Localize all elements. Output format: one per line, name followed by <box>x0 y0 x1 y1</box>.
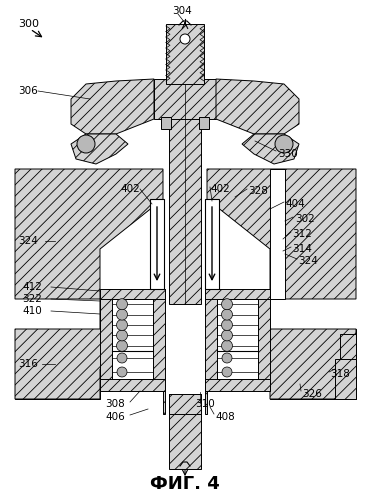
Text: 326: 326 <box>302 389 322 399</box>
Circle shape <box>116 340 128 351</box>
Bar <box>258 289 270 391</box>
Circle shape <box>117 367 127 377</box>
Text: 412: 412 <box>22 282 42 292</box>
Bar <box>270 329 356 399</box>
Bar <box>161 117 171 129</box>
Circle shape <box>116 319 128 330</box>
Bar <box>205 289 270 299</box>
Bar <box>169 394 201 414</box>
Bar <box>150 199 164 289</box>
Text: 330: 330 <box>278 149 298 159</box>
Text: 402: 402 <box>120 184 140 194</box>
Circle shape <box>222 353 232 363</box>
Circle shape <box>222 367 232 377</box>
Text: 410: 410 <box>22 306 42 316</box>
Text: 328: 328 <box>248 186 268 196</box>
Polygon shape <box>15 169 163 299</box>
Text: 408: 408 <box>215 412 235 422</box>
Polygon shape <box>163 391 165 414</box>
Bar <box>100 289 112 391</box>
Bar <box>205 379 270 391</box>
Text: 324: 324 <box>18 236 38 246</box>
Text: 304: 304 <box>172 6 192 16</box>
Bar <box>217 299 258 379</box>
Bar <box>169 84 201 304</box>
Circle shape <box>77 135 95 153</box>
Circle shape <box>275 135 293 153</box>
Bar <box>199 117 209 129</box>
Bar <box>154 79 216 119</box>
Circle shape <box>221 299 233 310</box>
Text: 402: 402 <box>210 184 230 194</box>
Text: 314: 314 <box>292 244 312 254</box>
Text: 300: 300 <box>18 19 39 29</box>
Polygon shape <box>71 79 154 134</box>
Circle shape <box>116 299 128 310</box>
Polygon shape <box>207 299 356 399</box>
Polygon shape <box>15 299 163 399</box>
Bar <box>205 289 217 391</box>
Polygon shape <box>242 134 299 164</box>
Polygon shape <box>216 79 299 134</box>
Text: 406: 406 <box>105 412 125 422</box>
Bar <box>340 334 356 359</box>
Text: 318: 318 <box>330 369 350 379</box>
Bar <box>112 299 153 379</box>
Text: 316: 316 <box>18 359 38 369</box>
Bar <box>153 289 165 391</box>
Bar <box>169 394 201 469</box>
Circle shape <box>221 319 233 330</box>
Circle shape <box>221 340 233 351</box>
Bar <box>100 289 165 299</box>
Bar <box>166 24 204 84</box>
Circle shape <box>116 330 128 341</box>
Text: 324: 324 <box>298 256 318 266</box>
Polygon shape <box>71 134 128 164</box>
Text: 302: 302 <box>295 214 315 224</box>
Text: 322: 322 <box>22 294 42 304</box>
Circle shape <box>116 309 128 320</box>
Circle shape <box>180 34 190 44</box>
Text: 310: 310 <box>195 399 215 409</box>
Text: 308: 308 <box>105 399 125 409</box>
Text: 404: 404 <box>285 199 305 209</box>
Circle shape <box>221 330 233 341</box>
Bar <box>270 169 285 299</box>
Bar <box>15 329 100 399</box>
Bar <box>100 379 165 391</box>
Polygon shape <box>207 169 356 299</box>
Polygon shape <box>205 391 207 414</box>
Bar <box>205 199 219 289</box>
Bar <box>335 359 356 399</box>
Circle shape <box>117 353 127 363</box>
Text: ФИГ. 4: ФИГ. 4 <box>150 475 220 493</box>
Text: 306: 306 <box>18 86 38 96</box>
Circle shape <box>221 309 233 320</box>
Text: 312: 312 <box>292 229 312 239</box>
